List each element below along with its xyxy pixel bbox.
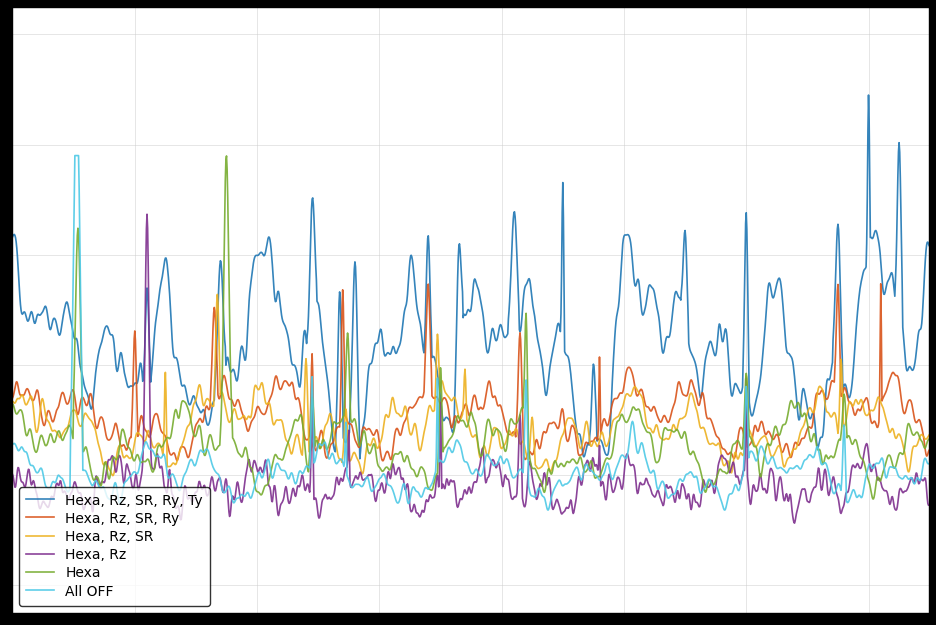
Hexa [221, 152, 232, 159]
Line: Hexa, Rz: Hexa, Rz [12, 214, 929, 523]
All OFF [116, 496, 127, 503]
All OFF [416, 493, 427, 501]
Hexa, Rz [924, 501, 935, 509]
Hexa, Rz [396, 476, 407, 483]
Hexa, Rz [789, 519, 800, 527]
Hexa, Rz, SR, Ry, Ty [529, 312, 540, 320]
Hexa, Rz, SR, Ry, Ty [416, 324, 427, 332]
Line: Hexa, Rz, SR, Ry: Hexa, Rz, SR, Ry [12, 284, 929, 461]
All OFF [529, 493, 540, 501]
Hexa, Rz, SR [116, 445, 127, 452]
Hexa, Rz, SR, Ry, Ty [354, 455, 365, 462]
Hexa, Rz, SR, Ry [78, 394, 89, 402]
Hexa, Rz [141, 211, 153, 218]
Hexa, Rz [115, 455, 126, 462]
Hexa, Rz, SR, Ry [115, 442, 126, 449]
All OFF [924, 460, 935, 468]
Hexa, Rz [7, 471, 18, 478]
Hexa [431, 469, 443, 477]
Line: Hexa, Rz, SR: Hexa, Rz, SR [12, 294, 929, 476]
Line: Hexa: Hexa [12, 156, 929, 499]
Hexa, Rz, SR [397, 411, 408, 418]
Hexa, Rz, SR [7, 398, 18, 405]
Hexa, Rz, SR, Ry [529, 443, 540, 451]
All OFF [7, 441, 18, 449]
Hexa, Rz, SR, Ry, Ty [7, 233, 18, 241]
Hexa, Rz, SR, Ry, Ty [431, 369, 443, 377]
Hexa, Rz, SR, Ry [431, 394, 443, 401]
Hexa, Rz [416, 511, 427, 518]
Hexa, Rz, SR, Ry, Ty [78, 378, 89, 385]
Hexa [7, 400, 18, 408]
Hexa, Rz, SR, Ry [7, 394, 18, 402]
Hexa, Rz, SR [924, 431, 935, 439]
All OFF [719, 506, 730, 514]
All OFF [431, 374, 443, 382]
Hexa, Rz, SR [78, 414, 89, 422]
All OFF [396, 486, 407, 493]
Line: All OFF: All OFF [12, 156, 929, 510]
Legend: Hexa, Rz, SR, Ry, Ty, Hexa, Rz, SR, Ry, Hexa, Rz, SR, Hexa, Rz, Hexa, All OFF: Hexa, Rz, SR, Ry, Ty, Hexa, Rz, SR, Ry, … [20, 487, 210, 606]
Hexa, Rz, SR [416, 442, 427, 450]
Hexa, Rz [431, 471, 443, 479]
Line: Hexa, Rz, SR, Ry, Ty: Hexa, Rz, SR, Ry, Ty [12, 95, 929, 459]
Hexa [529, 464, 540, 472]
Hexa, Rz, SR, Ry [377, 457, 388, 464]
Hexa, Rz, SR, Ry, Ty [863, 91, 874, 99]
Hexa, Rz, SR, Ry [924, 447, 935, 454]
Hexa [416, 463, 427, 471]
Hexa, Rz, SR [212, 291, 223, 298]
Hexa [924, 435, 935, 442]
Hexa, Rz, SR, Ry, Ty [396, 328, 407, 336]
Hexa, Rz, SR [530, 461, 541, 469]
Hexa, Rz, SR, Ry, Ty [924, 242, 935, 249]
Hexa, Rz, SR [107, 472, 118, 479]
Hexa, Rz [78, 506, 89, 513]
Hexa [396, 451, 407, 458]
Hexa, Rz, SR, Ry, Ty [115, 349, 126, 356]
Hexa [78, 448, 89, 456]
Hexa [115, 432, 126, 440]
Hexa, Rz, SR, Ry [396, 427, 407, 434]
Hexa, Rz [529, 486, 540, 494]
Hexa, Rz, SR [432, 337, 444, 344]
Hexa, Rz, SR, Ry [416, 393, 427, 401]
All OFF [79, 467, 90, 474]
All OFF [69, 152, 80, 159]
Hexa, Rz, SR, Ry [875, 280, 886, 288]
Hexa [868, 495, 879, 502]
